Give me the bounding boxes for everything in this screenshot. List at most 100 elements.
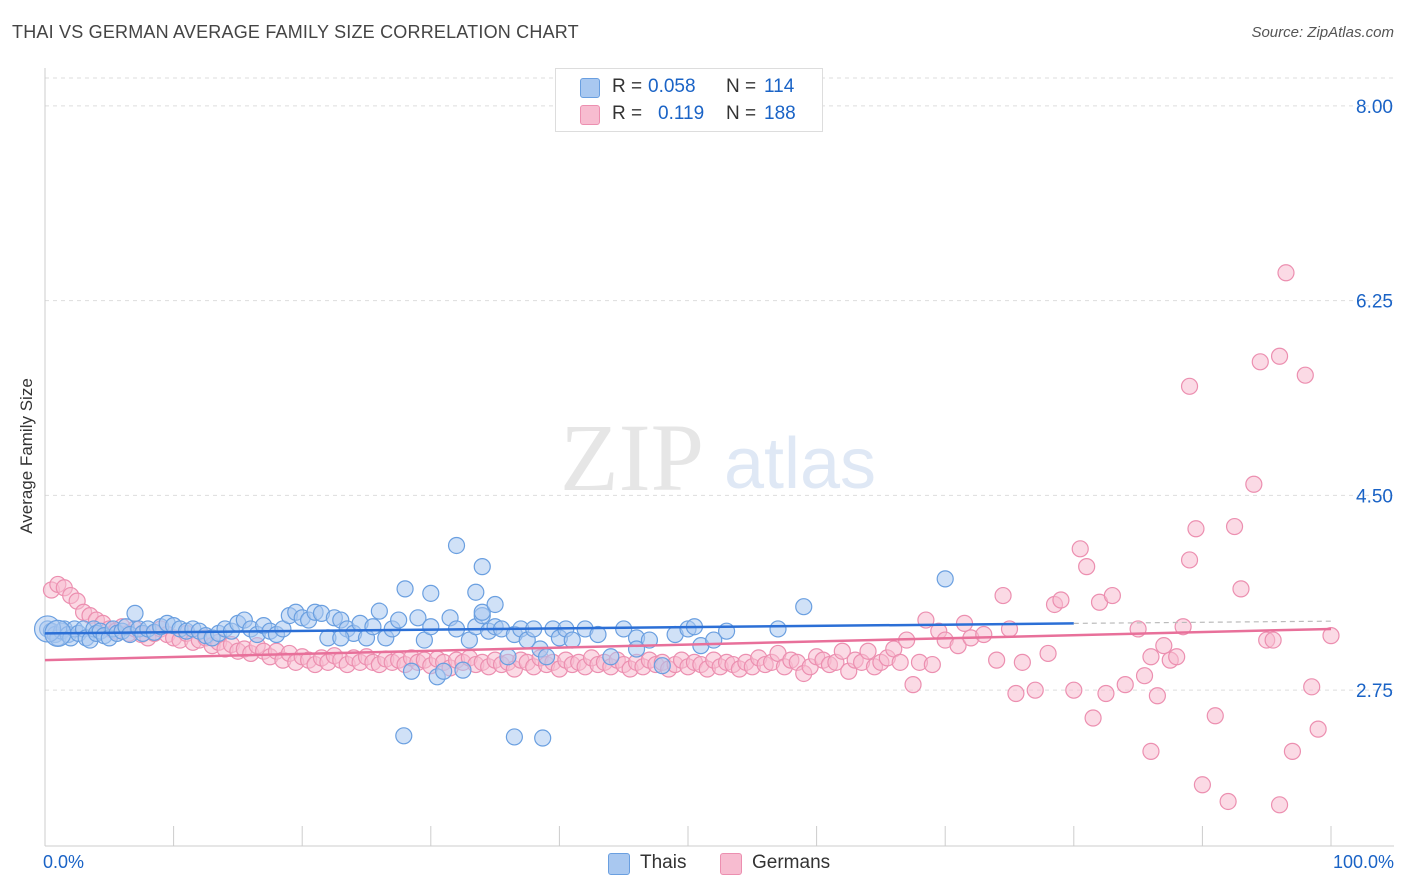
germans-point	[1180, 551, 1199, 569]
y-tick-labels: 8.00 6.25 4.50 2.75	[1356, 97, 1393, 702]
thais-point	[422, 584, 440, 602]
watermark-atlas: atlas	[724, 424, 876, 504]
thais-point	[589, 625, 607, 644]
germans-point	[891, 653, 909, 671]
germans-point	[1174, 618, 1192, 636]
legend-n-value: 114	[764, 76, 795, 97]
watermark-zip: ZIP	[560, 404, 704, 511]
germans-point	[1187, 520, 1205, 538]
germans-point	[833, 642, 851, 660]
germans-point	[1283, 742, 1302, 760]
germans-point	[1270, 796, 1289, 814]
thais-legend-label: Thais	[640, 852, 687, 873]
germans-legend-label: Germans	[752, 852, 831, 873]
legend-n-value: 188	[764, 103, 796, 124]
germans-swatch	[720, 853, 742, 875]
germans-swatch	[580, 105, 600, 125]
thais-swatch	[608, 853, 630, 875]
germans-point	[1142, 742, 1160, 760]
germans-point	[1322, 627, 1340, 645]
x-min-label: 0.0%	[43, 852, 85, 872]
thais-point	[454, 661, 472, 679]
germans-point	[975, 625, 993, 644]
thais-point	[769, 620, 787, 638]
germans-point	[859, 642, 877, 660]
germans-trend-line	[44, 627, 1332, 662]
chart-title: THAI VS GERMAN AVERAGE FAMILY SIZE CORRE…	[12, 22, 579, 42]
thais-point	[370, 602, 388, 620]
y-tick-label: 6.25	[1356, 292, 1393, 313]
source-label: Source: ZipAtlas.com	[1251, 24, 1394, 41]
thais-point	[396, 580, 414, 598]
germans-point	[1148, 687, 1166, 705]
thais-point	[435, 662, 453, 680]
thais-point	[640, 631, 659, 649]
thais-point	[473, 558, 491, 576]
thais-point	[447, 536, 466, 555]
germans-point	[923, 655, 941, 674]
legend-n-label: N =	[726, 76, 757, 97]
thais-point	[499, 648, 517, 666]
legend-r-label: R =	[612, 76, 643, 97]
germans-point	[1103, 586, 1121, 605]
germans-point	[1219, 792, 1237, 811]
germans-point	[1039, 644, 1057, 663]
thais-point	[364, 618, 382, 636]
thais-point	[653, 657, 671, 675]
germans-points	[42, 264, 1340, 814]
germans-point	[1270, 347, 1289, 365]
germans-point	[1084, 709, 1102, 727]
germans-point	[1251, 353, 1269, 371]
axes	[44, 68, 1394, 847]
germans-point	[1225, 517, 1244, 536]
watermark: ZIP atlas	[560, 404, 876, 511]
germans-point	[1264, 631, 1282, 649]
germans-point	[1245, 475, 1263, 493]
thais-point	[467, 583, 485, 601]
germans-point	[1206, 707, 1224, 725]
thais-point	[505, 728, 523, 746]
germans-point	[1303, 678, 1321, 696]
legend-r-value: 0.119	[658, 103, 705, 124]
legend-r-value: 0.058	[648, 76, 696, 97]
thais-point	[534, 729, 552, 747]
thais-point	[936, 570, 954, 588]
thais-point	[126, 604, 144, 622]
thais-point	[473, 603, 491, 621]
germans-point	[1232, 580, 1250, 598]
germans-point	[1296, 366, 1314, 384]
thais-swatch	[580, 78, 600, 98]
thais-point	[409, 609, 427, 627]
legend-r-label: R =	[612, 103, 643, 124]
germans-point	[1052, 591, 1070, 609]
thais-trend-extension	[1073, 620, 1332, 624]
thais-trend-line	[44, 622, 1074, 635]
y-tick-label: 4.50	[1356, 486, 1393, 507]
germans-point	[1168, 648, 1186, 666]
germans-point	[1142, 648, 1160, 666]
x-max-label: 100.0%	[1332, 852, 1394, 872]
thais-point	[402, 662, 421, 680]
y-tick-label: 8.00	[1356, 97, 1393, 118]
germans-point	[994, 586, 1012, 605]
thais-point	[332, 629, 350, 647]
germans-point	[988, 651, 1006, 669]
thais-point	[486, 595, 504, 614]
germans-point	[1309, 720, 1327, 738]
legend-n-label: N =	[726, 103, 757, 124]
germans-point	[1277, 264, 1295, 282]
germans-point	[1065, 681, 1083, 699]
germans-point	[904, 676, 922, 694]
y-tick-label: 2.75	[1356, 681, 1393, 702]
germans-point	[1007, 684, 1025, 703]
germans-point	[1078, 558, 1096, 576]
thais-point	[422, 618, 440, 636]
thais-point	[537, 648, 556, 666]
thais-point	[563, 631, 581, 649]
thais-point	[602, 648, 620, 666]
thais-point	[627, 640, 646, 658]
thais-point	[395, 727, 413, 745]
thais-point	[390, 611, 408, 629]
germans-point	[1026, 681, 1044, 699]
